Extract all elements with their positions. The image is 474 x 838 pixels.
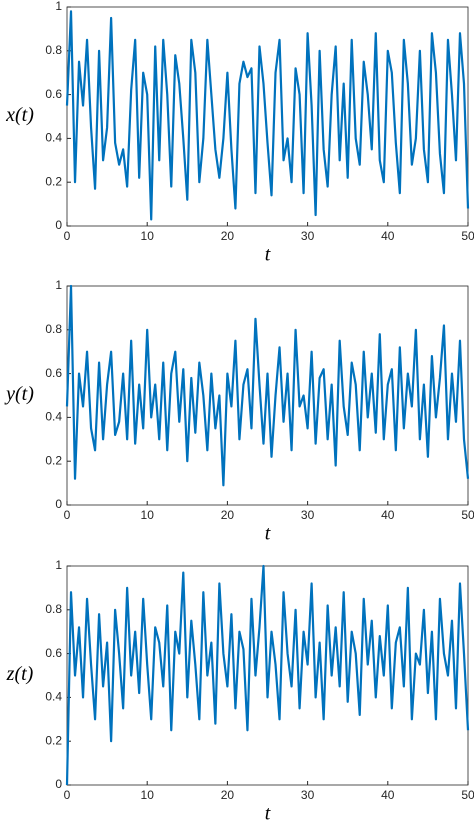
x-tick-label: 50 [461, 229, 474, 243]
plot-frame [66, 6, 469, 227]
x-tick-label: 0 [64, 788, 71, 802]
y-tick-label: 0.4 [45, 410, 62, 424]
y-axis-label: x(t) [5, 104, 34, 126]
y-tick-label: 0 [55, 497, 62, 511]
y-tick-label: 0.8 [45, 43, 62, 57]
y-tick-label: 0 [55, 777, 62, 791]
y-tick-label: 0.6 [45, 366, 62, 380]
series-line [65, 10, 470, 221]
x-tick-label: 10 [141, 508, 155, 522]
x-tick-label: 0 [64, 229, 71, 243]
x-axis-label: t [265, 803, 271, 825]
x-tick-label: 40 [381, 788, 395, 802]
x-tick-label: 20 [221, 229, 235, 243]
y-tick-label: 0.4 [45, 131, 62, 145]
series-line [65, 564, 470, 786]
x-tick-label: 10 [141, 788, 155, 802]
x-axis-label: t [265, 523, 271, 545]
x-tick-label: 50 [461, 508, 474, 522]
x-tick-label: 30 [301, 788, 315, 802]
x-tick-label: 0 [64, 508, 71, 522]
x-tick-label: 20 [221, 508, 235, 522]
y-tick-label: 0.2 [45, 733, 62, 747]
x-tick-label: 20 [221, 788, 235, 802]
plot-frame [66, 565, 469, 786]
x-tick-label: 30 [301, 508, 315, 522]
x-tick-label: 40 [381, 508, 395, 522]
x-axis-label: t [265, 244, 271, 266]
y-tick-label: 0.4 [45, 690, 62, 704]
y-tick-label: 1 [55, 0, 62, 13]
x-tick-label: 10 [141, 229, 155, 243]
x-tick-label: 50 [461, 788, 474, 802]
y-axis-label: z(t) [6, 663, 34, 685]
y-tick-label: 0.8 [45, 602, 62, 616]
y-tick-label: 0.8 [45, 322, 62, 336]
y-tick-label: 0.6 [45, 87, 62, 101]
y-tick-label: 0 [55, 218, 62, 232]
y-axis-label: y(t) [4, 383, 34, 405]
series-line [65, 284, 470, 487]
x-tick-label: 40 [381, 229, 395, 243]
y-tick-label: 1 [55, 278, 62, 292]
y-tick-label: 1 [55, 558, 62, 572]
y-tick-label: 0.6 [45, 646, 62, 660]
y-tick-label: 0.2 [45, 453, 62, 467]
x-tick-label: 30 [301, 229, 315, 243]
y-tick-label: 0.2 [45, 174, 62, 188]
